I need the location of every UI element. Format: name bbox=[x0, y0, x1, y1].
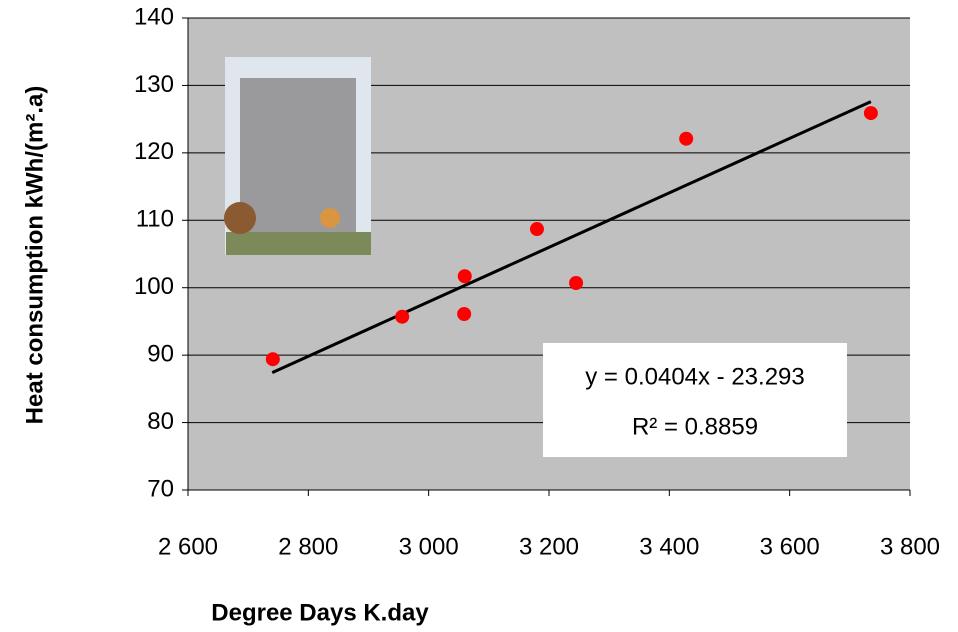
x-tick-label: 3 200 bbox=[519, 533, 579, 560]
data-point bbox=[679, 131, 694, 146]
y-tick-label: 120 bbox=[134, 138, 174, 165]
trendline bbox=[271, 100, 872, 375]
equation-box bbox=[543, 343, 847, 457]
x-tick-label: 2 600 bbox=[158, 533, 218, 560]
data-point bbox=[569, 275, 584, 290]
y-tick-label: 80 bbox=[147, 408, 174, 435]
equation: y = 0.0404x - 23.293 bbox=[585, 363, 805, 390]
y-tick-label: 70 bbox=[147, 475, 174, 502]
data-point bbox=[265, 352, 280, 367]
r-squared: R² = 0.8859 bbox=[632, 413, 758, 440]
data-point bbox=[863, 106, 878, 121]
data-point bbox=[457, 307, 472, 322]
x-tick-label: 3 800 bbox=[880, 533, 940, 560]
y-tick-label: 140 bbox=[134, 3, 174, 30]
building-photo bbox=[224, 57, 371, 255]
y-tick-label: 130 bbox=[134, 71, 174, 98]
data-point bbox=[457, 269, 472, 284]
x-tick-label: 3 400 bbox=[639, 533, 699, 560]
x-tick-label: 3 600 bbox=[760, 533, 820, 560]
y-tick-label: 90 bbox=[147, 340, 174, 367]
data-point bbox=[395, 309, 410, 324]
x-tick-label: 3 000 bbox=[399, 533, 459, 560]
y-axis-title: Heat consumption kWh/(m².a) bbox=[21, 86, 48, 425]
y-tick-label: 100 bbox=[134, 273, 174, 300]
y-tick-label: 110 bbox=[136, 206, 174, 233]
data-point bbox=[529, 222, 544, 237]
x-axis-title: Degree Days K.day bbox=[211, 599, 429, 626]
x-tick-label: 2 800 bbox=[278, 533, 338, 560]
